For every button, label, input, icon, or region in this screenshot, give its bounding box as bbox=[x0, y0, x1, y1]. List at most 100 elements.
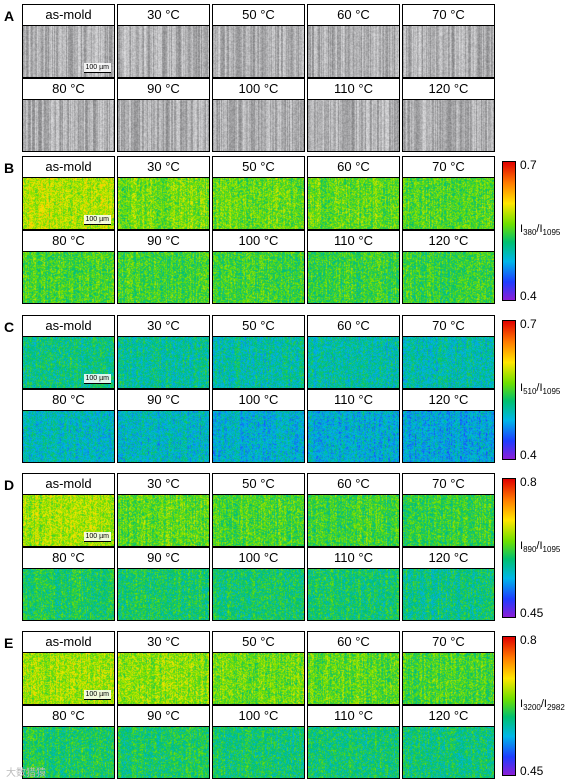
raman-map bbox=[118, 337, 209, 388]
micrograph-tile: as-mold 100 µm bbox=[22, 315, 115, 389]
raman-map bbox=[308, 178, 399, 229]
raman-map bbox=[308, 252, 399, 303]
micrograph-tile: 80 °C bbox=[22, 78, 115, 152]
colorbar-label-subscript: 510 bbox=[523, 387, 537, 397]
raman-map bbox=[308, 727, 399, 778]
tile-label: 90 °C bbox=[118, 79, 209, 100]
tile-label: 50 °C bbox=[213, 5, 304, 26]
colorbar-min: 0.4 bbox=[520, 289, 537, 303]
raman-map bbox=[308, 495, 399, 546]
scale-bar: 100 µm bbox=[83, 374, 111, 384]
micrograph-tile: 30 °C bbox=[117, 315, 210, 389]
micrograph-tile: 70 °C bbox=[402, 473, 495, 547]
tile-label: as-mold bbox=[23, 316, 114, 337]
micrograph-tile: 120 °C bbox=[402, 389, 495, 463]
micrograph-tile: 90 °C bbox=[117, 547, 210, 621]
micrograph-tile: 110 °C bbox=[307, 389, 400, 463]
micrograph-tile: 120 °C bbox=[402, 78, 495, 152]
micrograph-tile: 60 °C bbox=[307, 156, 400, 230]
micrograph-tile: as-mold 100 µm bbox=[22, 473, 115, 547]
micrograph-tile: 90 °C bbox=[117, 230, 210, 304]
tile-label: 30 °C bbox=[118, 316, 209, 337]
colorbar-max: 0.7 bbox=[520, 158, 537, 172]
tile-label: 60 °C bbox=[308, 157, 399, 178]
tile-label: 120 °C bbox=[403, 390, 494, 411]
raman-map bbox=[23, 252, 114, 303]
micrograph-tile: 110 °C bbox=[307, 78, 400, 152]
raman-map bbox=[213, 178, 304, 229]
colorbar-label-subscript: 380 bbox=[523, 228, 537, 238]
watermark: 大数猎猿 bbox=[6, 768, 46, 779]
micrograph-tile: 90 °C bbox=[117, 705, 210, 779]
micrograph-tile: 30 °C bbox=[117, 631, 210, 705]
colorbar-max: 0.7 bbox=[520, 317, 537, 331]
tile-label: 50 °C bbox=[213, 316, 304, 337]
tile-label: 80 °C bbox=[23, 231, 114, 252]
tile-label: 110 °C bbox=[308, 706, 399, 727]
tile-label: 100 °C bbox=[213, 706, 304, 727]
tile-label: 110 °C bbox=[308, 548, 399, 569]
raman-map bbox=[403, 337, 494, 388]
tile-label: 120 °C bbox=[403, 231, 494, 252]
optical-image bbox=[213, 26, 304, 77]
micrograph-tile: 50 °C bbox=[212, 631, 305, 705]
scale-bar: 100 µm bbox=[83, 215, 111, 225]
scale-bar: 100 µm bbox=[83, 532, 111, 542]
tile-label: 70 °C bbox=[403, 632, 494, 653]
raman-map bbox=[118, 727, 209, 778]
micrograph-tile: 70 °C bbox=[402, 156, 495, 230]
micrograph-tile: 70 °C bbox=[402, 315, 495, 389]
raman-map bbox=[23, 727, 114, 778]
panel-label-d: D bbox=[4, 477, 15, 493]
micrograph-tile: 50 °C bbox=[212, 315, 305, 389]
tile-label: 100 °C bbox=[213, 231, 304, 252]
raman-map bbox=[118, 178, 209, 229]
panel-label-e: E bbox=[4, 635, 14, 651]
tile-label: 110 °C bbox=[308, 79, 399, 100]
optical-image bbox=[403, 100, 494, 151]
tile-label: 90 °C bbox=[118, 706, 209, 727]
raman-map bbox=[403, 727, 494, 778]
tile-label: 30 °C bbox=[118, 157, 209, 178]
tile-label: as-mold bbox=[23, 632, 114, 653]
colorbar-label: I890/I1095 bbox=[520, 540, 561, 555]
micrograph-tile: 110 °C bbox=[307, 230, 400, 304]
colorbar-label-subscript: 1095 bbox=[542, 545, 561, 555]
optical-image bbox=[308, 100, 399, 151]
micrograph-tile: 100 °C bbox=[212, 389, 305, 463]
raman-map bbox=[308, 569, 399, 620]
tile-label: 70 °C bbox=[403, 316, 494, 337]
micrograph-tile: 60 °C bbox=[307, 315, 400, 389]
colorbar-label-subscript: 3200 bbox=[523, 703, 541, 713]
tile-label: 100 °C bbox=[213, 548, 304, 569]
tile-label: 70 °C bbox=[403, 474, 494, 495]
micrograph-tile: 60 °C bbox=[307, 631, 400, 705]
micrograph-tile: 90 °C bbox=[117, 389, 210, 463]
colorbar bbox=[502, 320, 516, 460]
optical-image bbox=[308, 26, 399, 77]
colorbar-min: 0.45 bbox=[520, 764, 544, 778]
raman-map bbox=[118, 252, 209, 303]
raman-map bbox=[23, 411, 114, 462]
tile-label: 50 °C bbox=[213, 157, 304, 178]
tile-label: 30 °C bbox=[118, 5, 209, 26]
raman-map bbox=[213, 727, 304, 778]
micrograph-tile: 50 °C bbox=[212, 473, 305, 547]
tile-label: 80 °C bbox=[23, 548, 114, 569]
panel-label-c: C bbox=[4, 319, 15, 335]
micrograph-tile: 100 °C bbox=[212, 78, 305, 152]
raman-map bbox=[403, 653, 494, 704]
raman-map bbox=[403, 178, 494, 229]
micrograph-tile: 80 °C bbox=[22, 389, 115, 463]
micrograph-tile: 70 °C bbox=[402, 631, 495, 705]
micrograph-tile: 120 °C bbox=[402, 705, 495, 779]
raman-map bbox=[213, 337, 304, 388]
tile-label: 60 °C bbox=[308, 474, 399, 495]
micrograph-tile: 90 °C bbox=[117, 78, 210, 152]
raman-map bbox=[118, 411, 209, 462]
tile-label: 120 °C bbox=[403, 706, 494, 727]
micrograph-tile: 100 °C bbox=[212, 230, 305, 304]
tile-label: 100 °C bbox=[213, 79, 304, 100]
tile-label: as-mold bbox=[23, 157, 114, 178]
colorbar-max: 0.8 bbox=[520, 475, 537, 489]
